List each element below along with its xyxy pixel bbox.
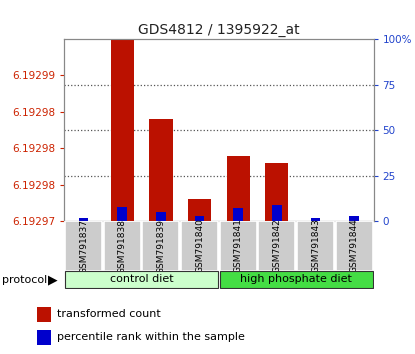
Text: transformed count: transformed count (57, 309, 161, 319)
Bar (265, 163, 288, 221)
Bar (37, 330, 51, 344)
Bar (311, 218, 320, 221)
Text: protocol: protocol (2, 275, 47, 285)
Bar (272, 205, 282, 221)
Bar (188, 199, 211, 221)
Bar (233, 209, 243, 221)
Text: GSM791843: GSM791843 (311, 218, 320, 274)
Text: GSM791839: GSM791839 (156, 218, 166, 274)
Bar (156, 212, 166, 221)
Bar (117, 207, 127, 221)
Bar (111, 10, 134, 221)
FancyBboxPatch shape (220, 221, 257, 271)
Bar (79, 218, 88, 221)
FancyBboxPatch shape (258, 221, 295, 271)
FancyBboxPatch shape (65, 271, 218, 288)
FancyBboxPatch shape (181, 221, 218, 271)
Bar (227, 156, 250, 221)
FancyBboxPatch shape (297, 221, 334, 271)
Bar (195, 216, 205, 221)
Text: GSM791840: GSM791840 (195, 218, 204, 274)
Text: GSM791838: GSM791838 (118, 218, 127, 274)
FancyBboxPatch shape (220, 271, 373, 288)
Text: GSM791841: GSM791841 (234, 218, 243, 274)
Bar (149, 119, 173, 221)
FancyBboxPatch shape (104, 221, 141, 271)
FancyBboxPatch shape (336, 221, 373, 271)
Text: GSM791837: GSM791837 (79, 218, 88, 274)
Text: high phosphate diet: high phosphate diet (240, 274, 352, 284)
Text: ▶: ▶ (48, 274, 58, 287)
Text: control diet: control diet (110, 274, 173, 284)
FancyBboxPatch shape (142, 221, 180, 271)
Text: percentile rank within the sample: percentile rank within the sample (57, 332, 245, 342)
Text: GSM791842: GSM791842 (272, 219, 281, 273)
Bar (349, 216, 359, 221)
FancyBboxPatch shape (65, 221, 102, 271)
Bar (37, 307, 51, 322)
Title: GDS4812 / 1395922_at: GDS4812 / 1395922_at (138, 23, 300, 36)
Text: GSM791844: GSM791844 (350, 219, 359, 273)
